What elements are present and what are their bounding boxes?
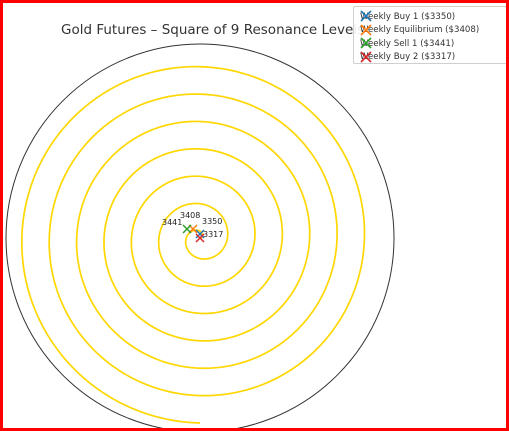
legend-item: Weekly Equilibrium ($3408): [360, 23, 480, 37]
legend-item: Weekly Sell 1 ($3441): [360, 37, 454, 50]
x-marker-icon: [360, 37, 372, 49]
legend-label: Weekly Buy 2 ($3317): [360, 52, 456, 62]
x-marker-icon: [360, 10, 372, 22]
level-label-3441: 3441: [162, 218, 182, 227]
legend: Weekly Buy 1 ($3350) Weekly Equilibrium (…: [353, 6, 506, 64]
legend-item: Weekly Buy 1 ($3350): [360, 10, 455, 23]
x-marker-icon: [360, 50, 372, 63]
legend-label: Weekly Sell 1 ($3441): [360, 38, 455, 49]
level-markers: [182, 224, 205, 243]
marker-3441: [182, 224, 192, 234]
square-of-9-spiral: [20, 65, 366, 424]
chart-title: Gold Futures – Square of 9 Resonance Lev…: [61, 22, 365, 38]
legend-item: Weekly Buy 2 ($3317): [360, 50, 456, 64]
legend-label: Weekly Buy 1 ($3350): [360, 11, 456, 22]
level-label-3408: 3408: [180, 211, 200, 220]
legend-label: Weekly Equilibrium ($3408): [360, 25, 480, 35]
marker-3317: [195, 233, 205, 243]
outer-circle: [5, 43, 395, 428]
level-label-3350: 3350: [202, 217, 222, 226]
level-label-3317: 3317: [203, 230, 223, 239]
marker-3350: [195, 229, 205, 239]
x-marker-icon: [360, 23, 372, 36]
